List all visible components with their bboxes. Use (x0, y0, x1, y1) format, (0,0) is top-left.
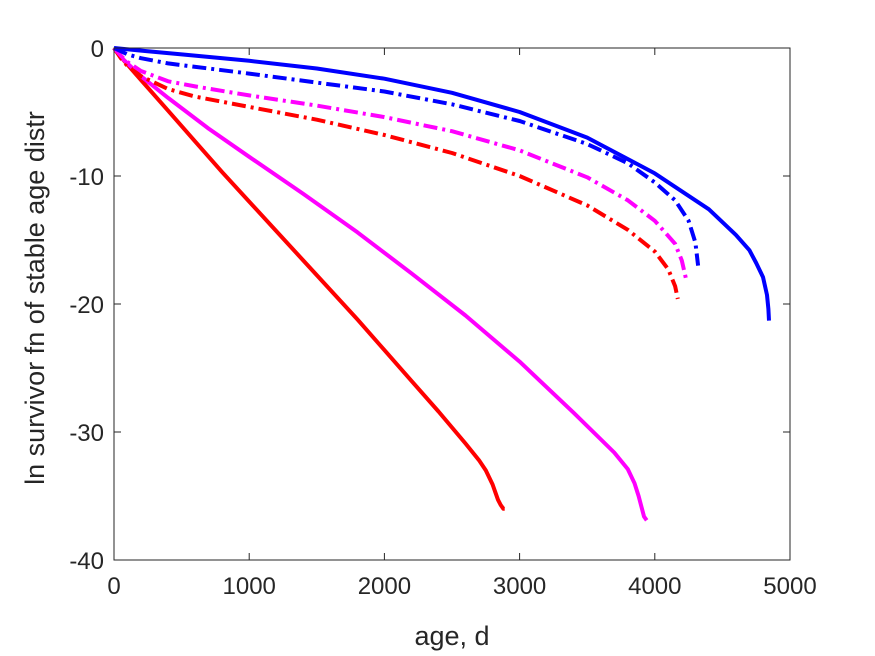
x-tick-label: 3000 (493, 573, 546, 600)
series-layer (112, 46, 771, 522)
y-tick-label: -40 (69, 548, 104, 575)
x-tick-label: 4000 (628, 573, 681, 600)
x-tick-label: 1000 (223, 573, 276, 600)
y-tick-label: -30 (69, 420, 104, 447)
x-tick-label: 0 (107, 573, 120, 600)
y-tick-label: -20 (69, 292, 104, 319)
series-line-1 (112, 46, 506, 511)
series-line-4 (112, 46, 688, 279)
y-axis-label: ln survivor fn of stable age distr (20, 111, 50, 485)
x-axis-label: age, d (414, 621, 489, 651)
x-tick-label: 2000 (358, 573, 411, 600)
series-line-3 (112, 46, 680, 300)
x-tick-label: 5000 (763, 573, 816, 600)
ticks-layer: 0 1000 2000 3000 4000 5000 0 -10 -20 -30 -40 (69, 36, 816, 600)
series-line-5 (113, 46, 701, 266)
y-tick-label: -10 (69, 164, 104, 191)
y-tick-label: 0 (91, 36, 104, 63)
series-line-2 (112, 46, 649, 522)
series-line-6 (113, 46, 771, 321)
